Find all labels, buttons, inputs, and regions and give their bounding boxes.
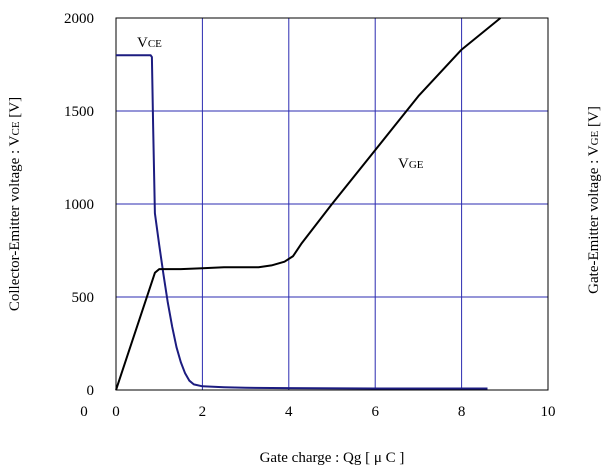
y-tick-label-left: 1500 (64, 104, 94, 120)
y-tick-label-left: 500 (72, 290, 95, 306)
series-label-vce: VCE (137, 35, 162, 51)
y-tick-label-left: 1000 (64, 197, 94, 213)
y-axis-label-left: Collector-Emitter voltage : VCE [V] (7, 97, 23, 311)
plot-frame (115, 17, 549, 391)
y-tick-label-left: 0 (87, 383, 95, 399)
x-tick-label: 0 (112, 404, 120, 420)
y-tick-label-left: 2000 (64, 11, 94, 27)
x-axis-label: Gate charge : Qg [ μ C ] (260, 450, 405, 466)
x-tick-label: 8 (458, 404, 466, 420)
x-tick-label: 2 (199, 404, 207, 420)
x-tick-label: 10 (541, 404, 556, 420)
vge-curve (115, 17, 502, 391)
tick-labels: 0 2 4 6 8 10 0 500 1000 1500 2000 0 (64, 11, 556, 420)
vce-curve (116, 54, 488, 390)
series-label-vge: VGE (398, 156, 424, 172)
series-layer (115, 17, 502, 391)
x-tick-label: 6 (371, 404, 379, 420)
y-axis-label-right: Gate-Emitter voltage : VGE [V] (586, 106, 602, 294)
y-tick-label-right: 0 (80, 404, 88, 420)
x-tick-label: 4 (285, 404, 293, 420)
